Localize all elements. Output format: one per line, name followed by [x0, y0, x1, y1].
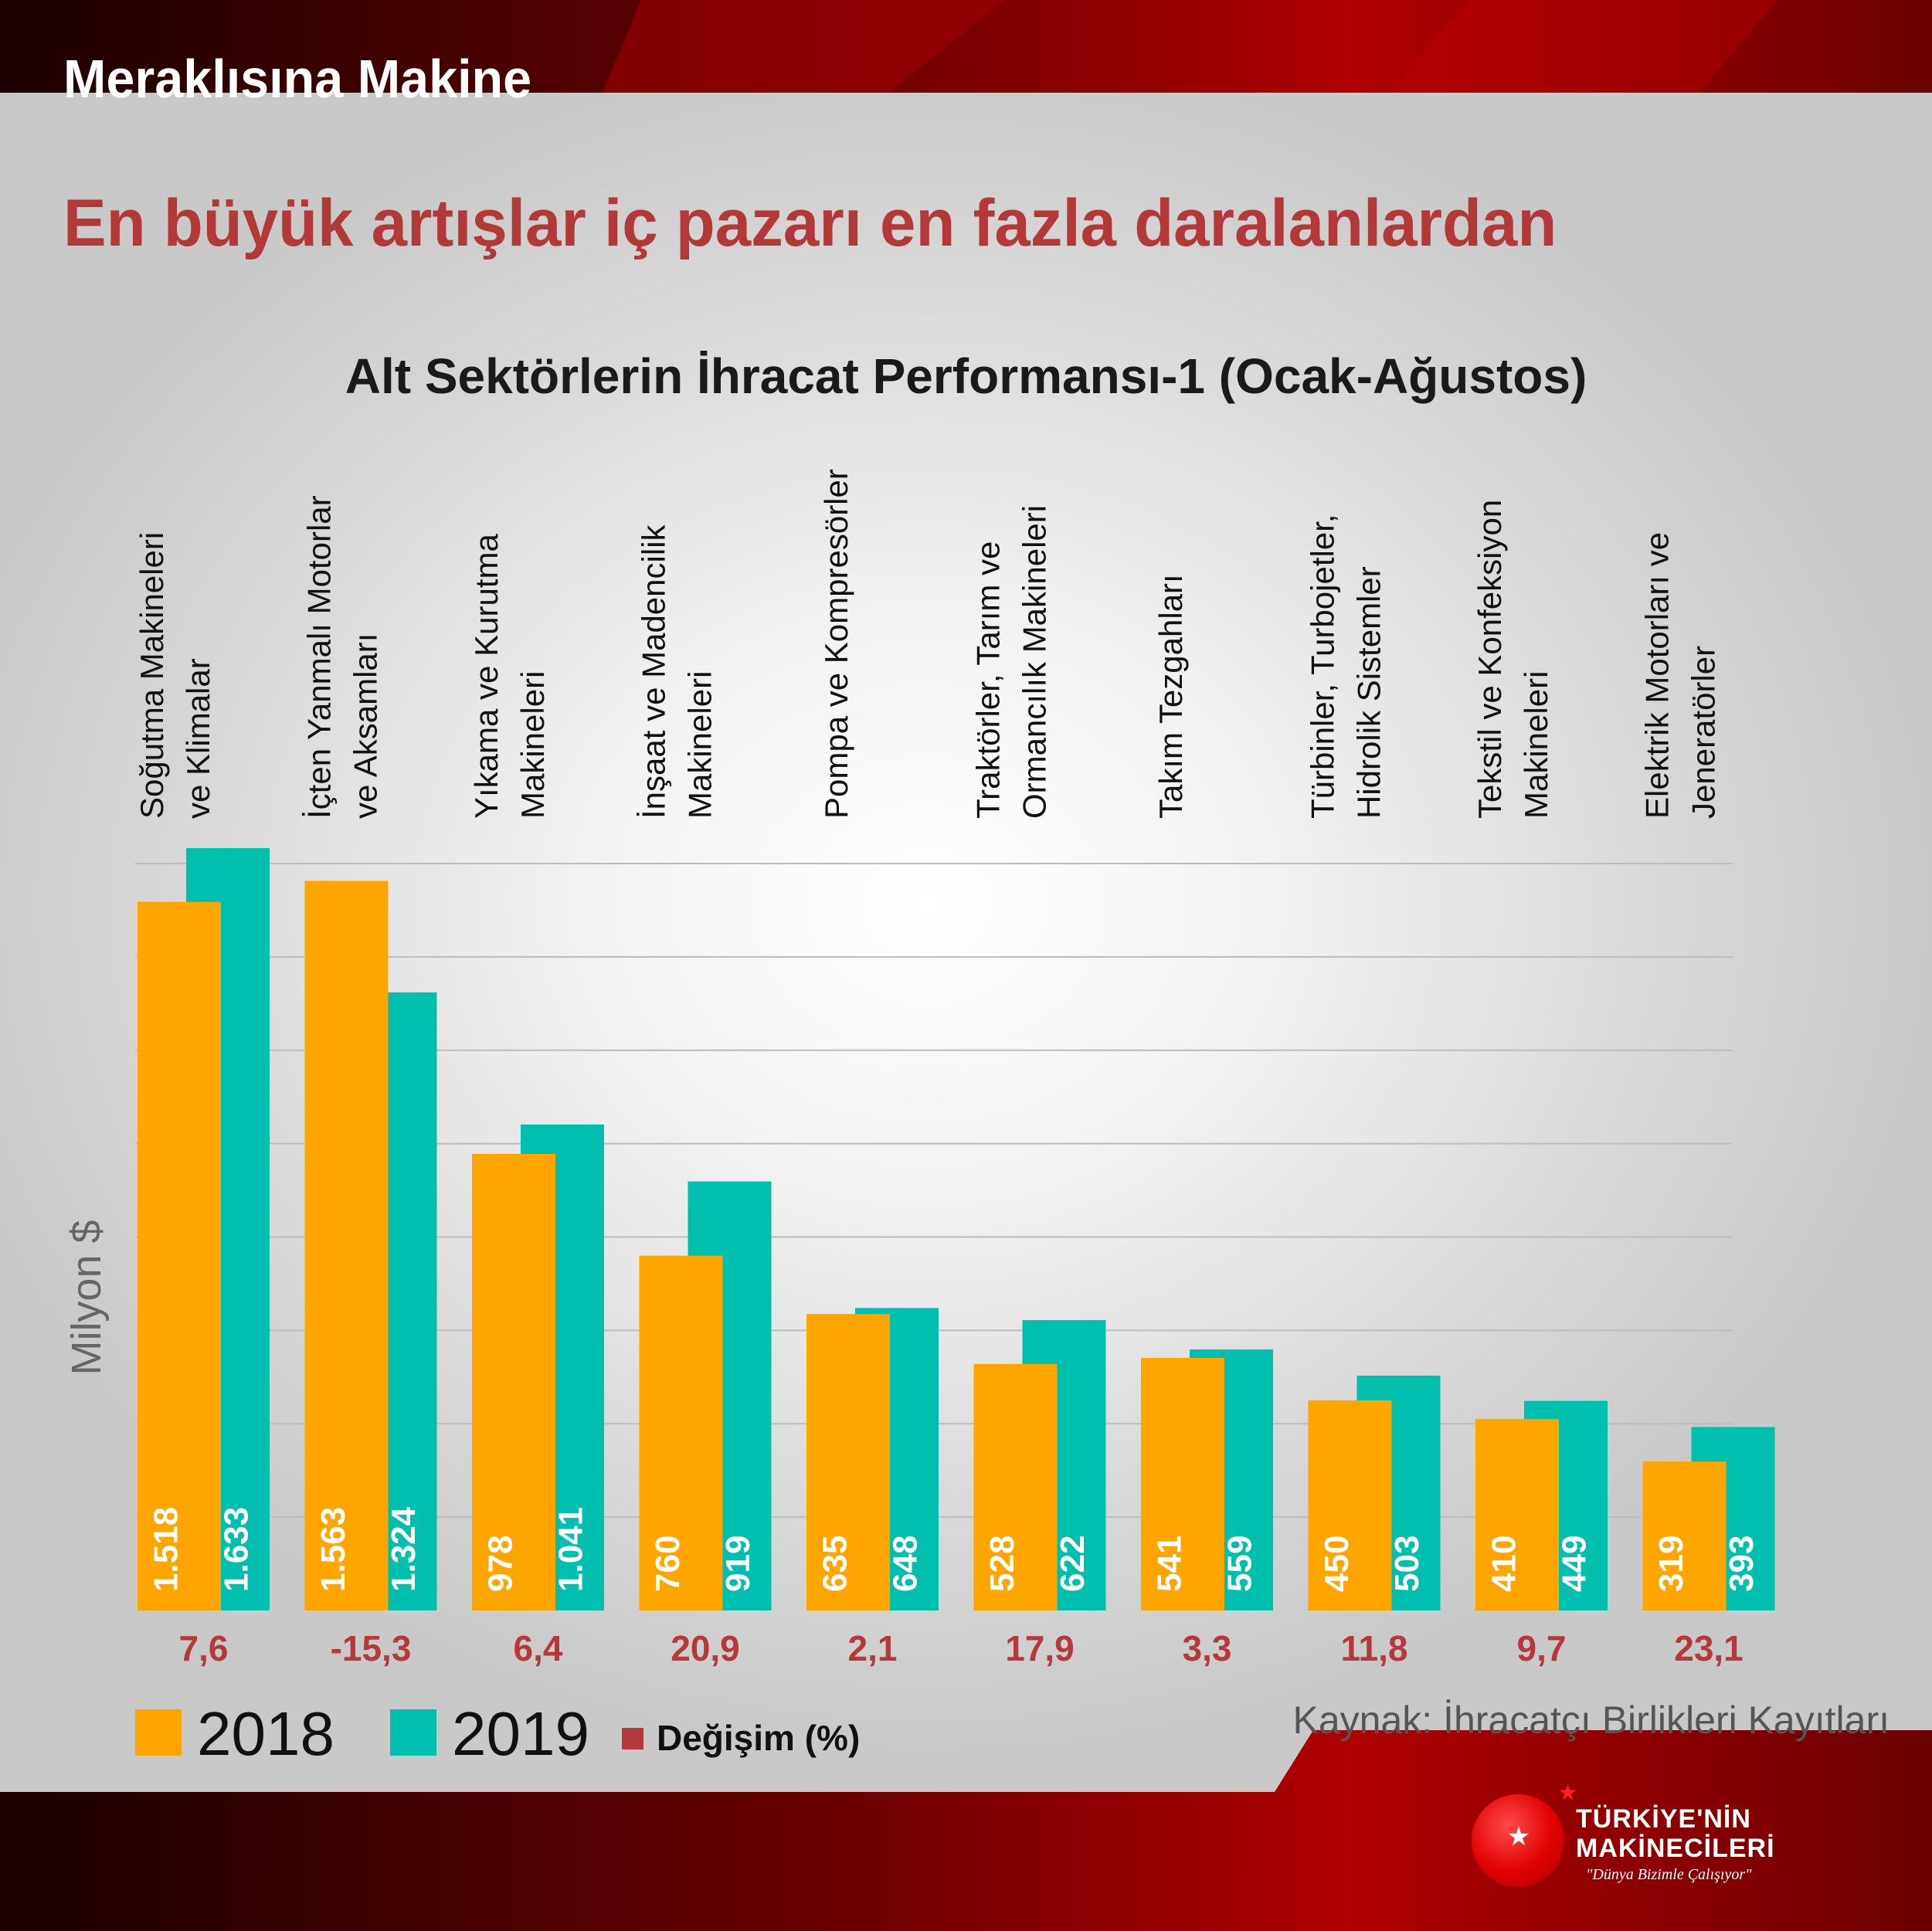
star-icon-small: ★ [1558, 1780, 1578, 1805]
bar-2018 [639, 1255, 723, 1610]
bars: 1.518 1.633 1.563 1.324 978 1.041 760 919 635 648… [138, 848, 1775, 1610]
change-percent-label: 17,9 [1005, 1628, 1075, 1668]
category-label: Soğutma Makineleri [134, 532, 170, 819]
category-label: Türbinler, Turbojetler, [1305, 514, 1341, 819]
source-note: Kaynak: İhracatçı Birlikleri Kayıtları [1292, 1699, 1890, 1742]
change-percent-label: 20,9 [671, 1628, 740, 1668]
change-percent-label: -15,3 [331, 1628, 412, 1668]
change-percent-label: 2,1 [848, 1628, 898, 1668]
bar-value-label-2019: 559 [1221, 1536, 1259, 1592]
section-title: Meraklısına Makine [63, 49, 532, 109]
chart-title: Alt Sektörlerin İhracat Performansı-1 (O… [345, 348, 1587, 404]
bar-value-label-2019: 1.041 [552, 1507, 590, 1592]
bar-2018 [1141, 1358, 1224, 1610]
logo-circle-icon: ★ [1472, 1794, 1564, 1887]
bar-value-label-2018: 450 [1318, 1536, 1356, 1592]
bar-2018 [1308, 1400, 1392, 1610]
legend-label-2019: 2019 [452, 1699, 589, 1768]
bar-value-label-2018: 760 [649, 1536, 687, 1592]
bar-value-label-2018: 528 [983, 1536, 1021, 1592]
logo-text-line2: MAKİNECİLERİ [1576, 1834, 1775, 1863]
bar-2018 [304, 881, 389, 1610]
legend-swatch-2019 [390, 1709, 436, 1756]
bar-2018 [1475, 1419, 1559, 1610]
category-labels: Soğutma Makineleri ve Klimalar İçten Yanma… [134, 469, 1722, 819]
change-percent-label: 23,1 [1674, 1628, 1744, 1668]
category-label: İçten Yanmalı Motorlar [301, 495, 338, 819]
logo-tagline: "Dünya Bizimle Çalışıyor" [1586, 1866, 1752, 1883]
category-label: Tekstil ve Konfeksiyon [1472, 500, 1508, 819]
bar-value-label-2018: 410 [1486, 1536, 1523, 1592]
bar-2018 [472, 1153, 555, 1610]
category-label: Pompa ve Kompresörler [818, 469, 854, 819]
bar-value-label-2019: 1.633 [218, 1507, 256, 1592]
legend-item-2019: 2019 [390, 1695, 589, 1773]
legend-item-change: Değişim (%) [622, 1695, 900, 1773]
change-percent-label: 7,6 [179, 1628, 229, 1668]
legend-item-2018: 2018 [135, 1695, 334, 1773]
bar-value-label-2018: 978 [482, 1536, 520, 1592]
bar-value-label-2019: 622 [1054, 1536, 1092, 1592]
category-label: Elektrik Motorları ve [1639, 532, 1676, 819]
category-label: ve Aksamları [348, 633, 384, 819]
category-label: Makineleri [1518, 671, 1554, 819]
change-percent-label: 9,7 [1517, 1628, 1567, 1668]
bar-value-label-2019: 393 [1723, 1536, 1761, 1592]
bar-value-label-2019: 503 [1388, 1536, 1426, 1592]
headline: En büyük artışlar iç pazarı en fazla dar… [63, 186, 1557, 260]
bar-value-label-2019: 449 [1556, 1536, 1594, 1592]
logo-text-line1: TÜRKİYE'NİN [1576, 1804, 1751, 1834]
bar-value-label-2018: 635 [817, 1536, 854, 1592]
legend-label-change: Değişim (%) [657, 1718, 861, 1758]
bar-value-label-2018: 1.563 [314, 1507, 352, 1592]
bar-2018 [973, 1363, 1058, 1610]
brand-logo: ★ ★ TÜRKİYE'NİN MAKİNECİLERİ "Dünya Bizi… [1472, 1782, 1796, 1906]
change-percent-label: 6,4 [514, 1628, 563, 1668]
category-label: Makineleri [682, 671, 718, 819]
bar-value-label-2019: 648 [887, 1536, 925, 1592]
change-percent-label: 3,3 [1183, 1628, 1232, 1668]
bar-value-label-2019: 1.324 [385, 1506, 423, 1592]
category-label: ve Klimalar [180, 658, 216, 819]
category-label: Takım Tezgahları [1153, 574, 1189, 819]
category-label: Ormancılık Makineleri [1017, 505, 1053, 819]
star-icon: ★ [1506, 1821, 1531, 1852]
bar-value-label-2018: 319 [1652, 1536, 1690, 1592]
legend-label-2018: 2018 [197, 1699, 334, 1768]
bar-value-label-2019: 919 [719, 1536, 757, 1592]
bar-value-label-2018: 1.518 [148, 1507, 185, 1592]
category-label: Jeneratörler [1686, 646, 1722, 819]
category-label: Hidrolik Sistemler [1351, 566, 1387, 819]
change-percent-label: 11,8 [1341, 1628, 1408, 1668]
bar-2018 [1642, 1461, 1727, 1610]
category-label: Traktörler, Tarım ve [970, 541, 1007, 819]
bar-2018 [806, 1314, 890, 1610]
change-labels: 7,6 -15,3 6,4 20,9 2,1 17,9 3,3 11,8 9,7 23,1 [179, 1628, 1744, 1668]
bar-2018 [138, 901, 221, 1610]
legend-swatch-change [622, 1728, 643, 1749]
category-label: İnşaat ve Madencilik [636, 524, 672, 819]
category-label: Yıkama ve Kurutma [468, 534, 504, 819]
category-label: Makineleri [514, 671, 551, 819]
bar-value-label-2018: 541 [1151, 1536, 1189, 1592]
legend-swatch-2018 [135, 1709, 182, 1756]
